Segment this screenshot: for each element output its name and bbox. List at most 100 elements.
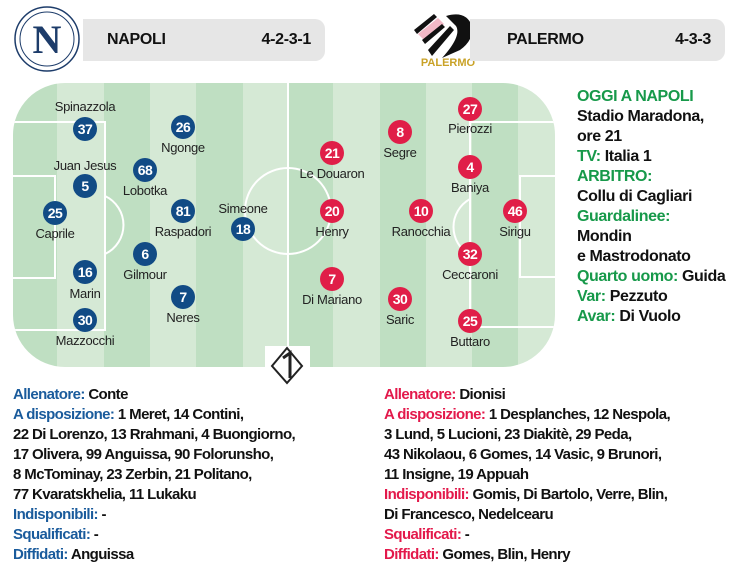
- unavailable: Di Francesco, Nedelcearu: [384, 506, 554, 523]
- shirt-number: 32: [458, 242, 482, 266]
- kickoff-time: ore 21: [577, 128, 622, 145]
- player-name: Pierozzi: [448, 121, 492, 136]
- bench-line: 3 Lund, 5 Lucioni, 23 Diakitè, 29 Peda,: [384, 426, 632, 443]
- info-title: OGGI A NAPOLI: [577, 88, 694, 105]
- tv-channel: Italia 1: [604, 148, 652, 165]
- bench-label: A disposizione:: [384, 406, 486, 423]
- player-name: Gilmour: [123, 267, 167, 282]
- pitch-stripe: [104, 83, 150, 367]
- player-name: Segre: [383, 145, 417, 160]
- shirt-number: 27: [458, 97, 482, 121]
- player-name: Caprile: [35, 226, 75, 241]
- away-team-name: PALERMO: [507, 31, 584, 48]
- napoli-crest-icon: N: [14, 6, 80, 72]
- referee-label: ARBITRO:: [577, 168, 653, 185]
- coach: Dionisi: [459, 386, 506, 403]
- venue: Stadio Maradona,: [577, 108, 704, 125]
- shirt-number: 16: [73, 260, 97, 284]
- bench-line: 11 Insigne, 19 Appuah: [384, 466, 529, 483]
- player-name: Sirigu: [499, 224, 531, 239]
- player-name: Marin: [69, 286, 101, 301]
- suspended: -: [93, 526, 99, 543]
- player-name: Baniya: [451, 180, 489, 195]
- warned-label: Diffidati:: [384, 546, 439, 563]
- coach-label: Allenatore:: [384, 386, 456, 403]
- unavailable: -: [101, 506, 107, 523]
- warned-label: Diffidati:: [13, 546, 68, 563]
- fourth-official: Guida: [682, 268, 726, 285]
- shirt-number: 25: [43, 201, 67, 225]
- suspended: -: [464, 526, 470, 543]
- bench-line: 1 Desplanches, 12 Nespola,: [488, 406, 671, 423]
- shirt-number: 8: [388, 120, 412, 144]
- shirt-number: 21: [320, 141, 344, 165]
- player-name: Di Mariano: [302, 292, 362, 307]
- shirt-number: 26: [171, 115, 195, 139]
- shirt-number: 20: [320, 199, 344, 223]
- shirt-number: 18: [231, 217, 255, 241]
- player-name: Buttaro: [450, 334, 490, 349]
- shirt-number: 25: [458, 309, 482, 333]
- player-name: Ceccaroni: [442, 267, 498, 282]
- var-official: Pezzuto: [609, 288, 668, 305]
- italia-1-logo-icon: [265, 346, 310, 385]
- bench-line: 17 Olivera, 99 Anguissa, 90 Folorunsho,: [13, 446, 274, 463]
- home-team-header: NAPOLI 4-2-3-1: [83, 19, 325, 61]
- bench-line: 43 Nikolaou, 6 Gomes, 14 Vasic, 9 Brunor…: [384, 446, 662, 463]
- warned: Anguissa: [70, 546, 134, 563]
- away-team-header: PALERMO 4-3-3: [470, 19, 725, 61]
- avar-official: Di Vuolo: [619, 308, 681, 325]
- coach: Conte: [88, 386, 128, 403]
- player-name: Simeone: [218, 201, 268, 216]
- player-name: Saric: [385, 312, 415, 327]
- shirt-number: 68: [133, 158, 157, 182]
- bench-line: 8 McTominay, 23 Zerbin, 21 Politano,: [13, 466, 252, 483]
- unavailable-label: Indisponibili:: [384, 486, 470, 503]
- fourth-official-label: Quarto uomo:: [577, 268, 678, 285]
- player-name: Spinazzola: [54, 99, 116, 114]
- match-info: OGGI A NAPOLI Stadio Maradona, ore 21 TV…: [577, 87, 726, 327]
- home-formation: 4-2-3-1: [261, 31, 312, 48]
- player-name: Juan Jesus: [53, 158, 117, 173]
- shirt-number: 7: [171, 285, 195, 309]
- pitch-stripe: [333, 83, 380, 367]
- tv-label: TV:: [577, 148, 601, 165]
- away-details: Allenatore: Dionisi A disposizione: 1 De…: [384, 385, 671, 565]
- player-name: Lobotka: [122, 183, 168, 198]
- shirt-number: 81: [171, 199, 195, 223]
- home-team-name: NAPOLI: [107, 31, 166, 48]
- bench-label: A disposizione:: [13, 406, 115, 423]
- pitch-stripe: [13, 83, 57, 367]
- player-name: Mazzocchi: [55, 333, 115, 348]
- player-name: Ranocchia: [391, 224, 451, 239]
- palermo-eagle-icon: PALERMO: [414, 14, 476, 69]
- suspended-label: Squalificati:: [13, 526, 91, 543]
- var-label: Var:: [577, 288, 606, 305]
- shirt-number: 6: [133, 242, 157, 266]
- linesman: e Mastrodonato: [577, 248, 691, 265]
- home-details: Allenatore: Conte A disposizione: 1 Mere…: [13, 385, 296, 565]
- away-formation: 4-3-3: [675, 31, 711, 48]
- bench-line: 77 Kvaratskhelia, 11 Lukaku: [13, 486, 197, 503]
- player-name: Ngonge: [161, 140, 205, 155]
- shirt-number: 30: [388, 287, 412, 311]
- shirt-number: 7: [320, 267, 344, 291]
- warned: Gomes, Blin, Henry: [442, 546, 570, 563]
- coach-label: Allenatore:: [13, 386, 85, 403]
- pitch-stripe: [288, 83, 333, 367]
- player-name: Henry: [315, 224, 349, 239]
- linesman: Mondin: [577, 228, 632, 245]
- shirt-number: 46: [503, 199, 527, 223]
- player-name: Neres: [166, 310, 200, 325]
- shirt-number: 4: [458, 155, 482, 179]
- svg-text:N: N: [33, 17, 62, 62]
- player-name: Le Douaron: [299, 166, 365, 181]
- avar-label: Avar:: [577, 308, 616, 325]
- player-name: Raspadori: [154, 224, 212, 239]
- unavailable: Gomis, Di Bartolo, Verre, Blin,: [472, 486, 668, 503]
- shirt-number: 37: [73, 117, 97, 141]
- unavailable-label: Indisponibili:: [13, 506, 99, 523]
- linesmen-label: Guardalinee:: [577, 208, 671, 225]
- bench-line: 1 Meret, 14 Contini,: [117, 406, 244, 423]
- shirt-number: 30: [73, 308, 97, 332]
